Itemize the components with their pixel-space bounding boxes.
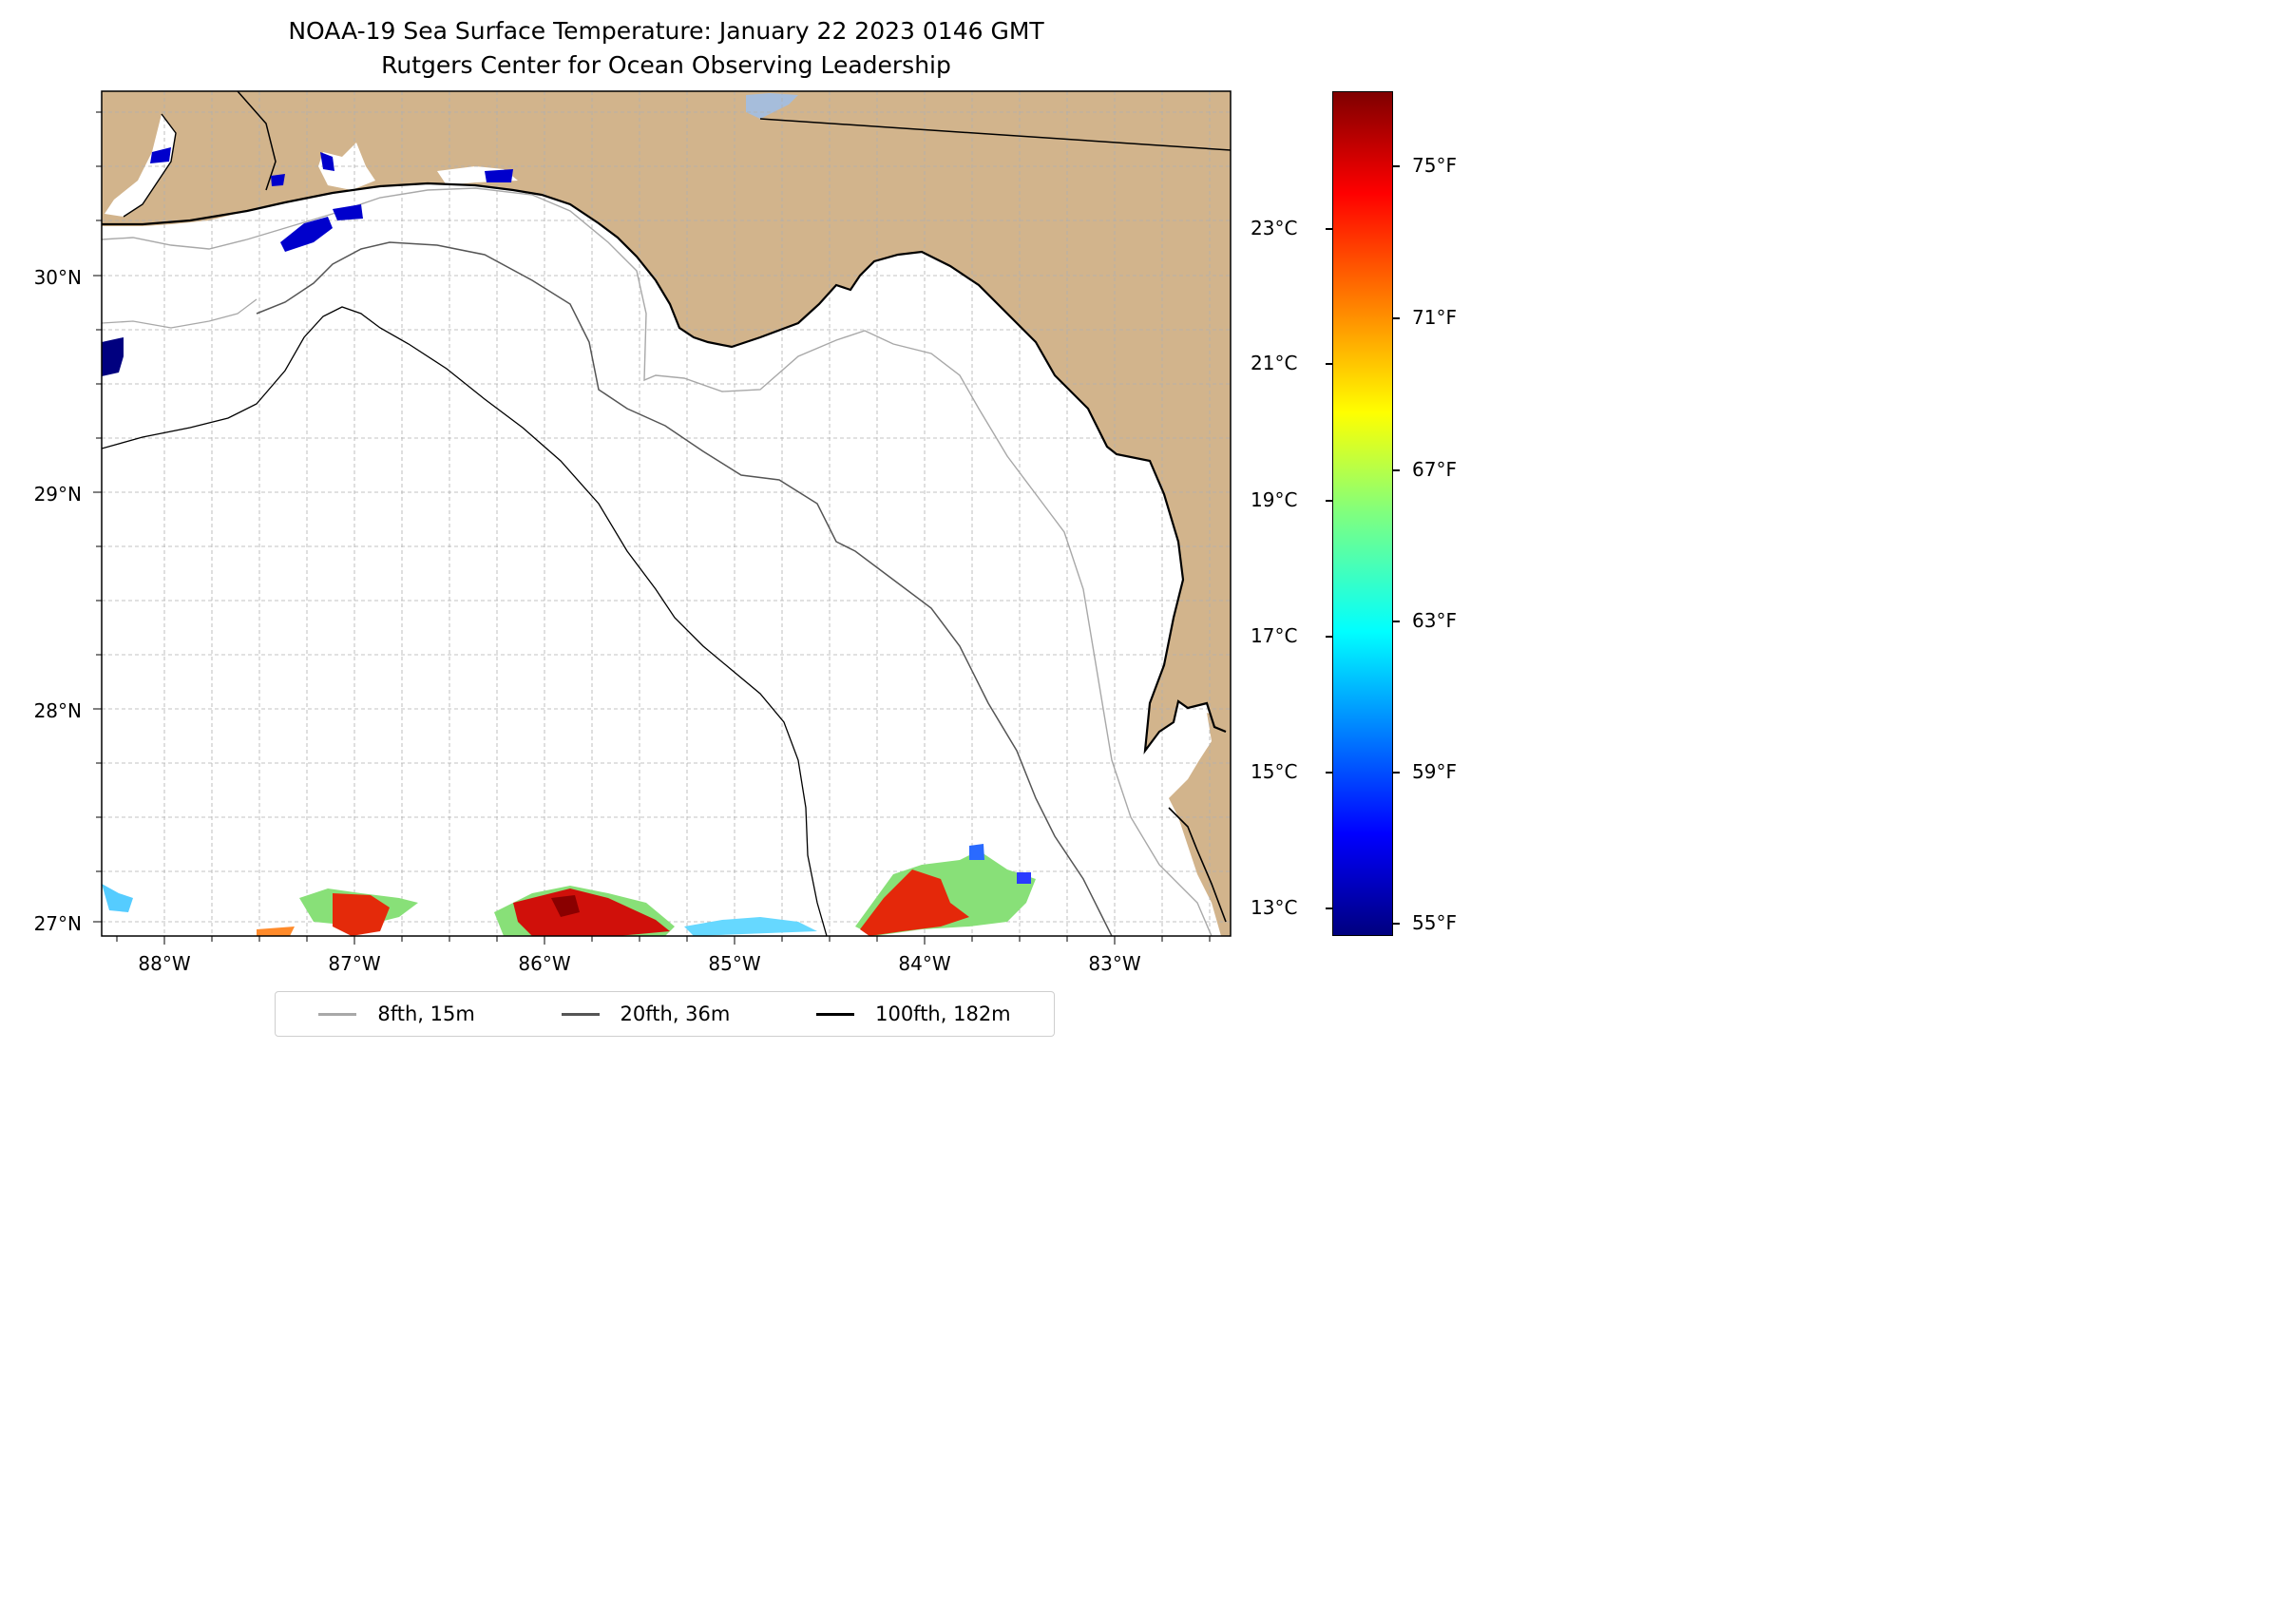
legend-swatch — [318, 1012, 357, 1016]
legend-swatch — [561, 1012, 600, 1016]
colorbar-fahrenheit-label: 55°F — [1412, 911, 1457, 934]
coastline — [102, 182, 1227, 755]
colorbar-celsius-label: 15°C — [1251, 760, 1298, 783]
lon-tick-88: 88°W — [138, 952, 191, 975]
lon-tick-84: 84°W — [898, 952, 951, 975]
lon-tick-83: 83°W — [1088, 952, 1141, 975]
colorbar-celsius-label: 23°C — [1251, 217, 1298, 239]
colorbar-fahrenheit-label: 71°F — [1412, 306, 1457, 329]
isobath-20fth — [256, 241, 1113, 936]
lon-tick-86: 86°W — [518, 952, 571, 975]
legend-item-100fth: 100fth, 182m — [816, 1003, 1011, 1025]
map-title: NOAA-19 Sea Surface Temperature: January… — [288, 17, 1044, 45]
colorbar-fahrenheit-label: 67°F — [1412, 458, 1457, 481]
map-subtitle: Rutgers Center for Ocean Observing Leade… — [381, 51, 951, 79]
map-frame — [101, 90, 1232, 937]
colorbar-celsius-label: 17°C — [1251, 624, 1298, 647]
lat-tick-30: 30°N — [33, 266, 82, 289]
legend-item-8fth: 8fth, 15m — [318, 1003, 475, 1025]
colorbar-celsius-label: 13°C — [1251, 896, 1298, 919]
colorbar-fahrenheit-label: 59°F — [1412, 760, 1457, 783]
isobath-legend: 8fth, 15m 20fth, 36m 100fth, 182m — [275, 991, 1055, 1037]
colorbar-celsius-label: 19°C — [1251, 488, 1298, 511]
colorbar-fahrenheit-label: 63°F — [1412, 609, 1457, 632]
colorbar-fahrenheit-label: 75°F — [1412, 154, 1457, 177]
legend-item-20fth: 20fth, 36m — [561, 1003, 731, 1025]
lat-tick-28: 28°N — [33, 699, 82, 722]
legend-label: 8fth, 15m — [377, 1003, 475, 1025]
lon-tick-85: 85°W — [708, 952, 761, 975]
sst-pixels — [102, 147, 1036, 936]
legend-swatch — [816, 1012, 855, 1016]
lon-tick-87: 87°W — [328, 952, 381, 975]
sst-map — [93, 90, 1232, 945]
land-north — [102, 91, 1231, 751]
colorbar-celsius-label: 21°C — [1251, 352, 1298, 374]
isobath-100fth — [102, 306, 828, 936]
lake — [746, 93, 798, 119]
lat-tick-27: 27°N — [33, 912, 82, 935]
legend-label: 20fth, 36m — [620, 1003, 731, 1025]
colorbar — [1332, 91, 1393, 936]
lat-tick-29: 29°N — [33, 483, 82, 506]
legend-label: 100fth, 182m — [875, 1003, 1011, 1025]
